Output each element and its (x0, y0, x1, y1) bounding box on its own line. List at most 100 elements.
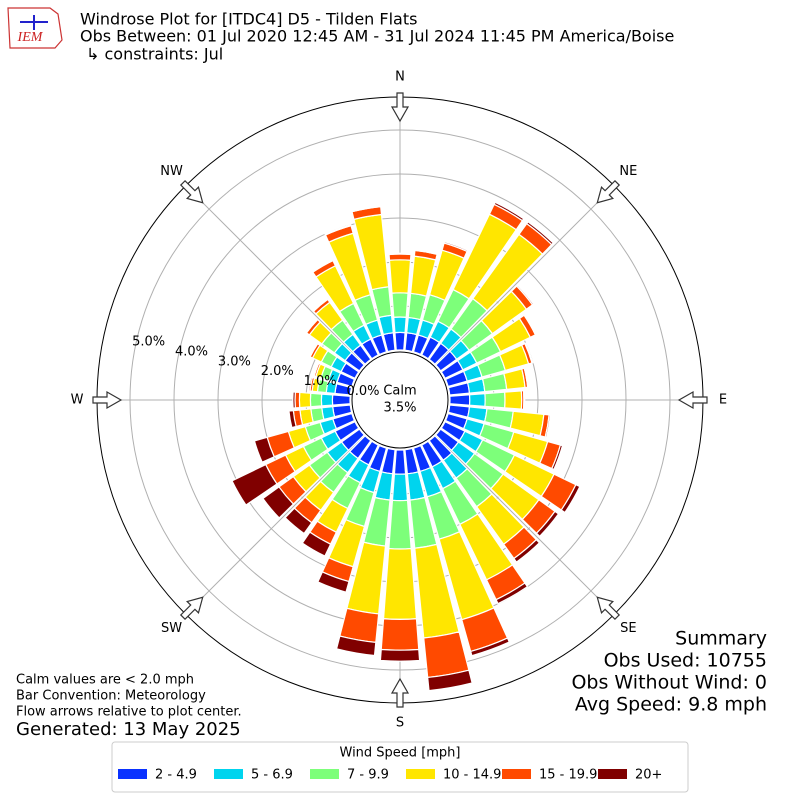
grid-ring (129, 129, 671, 671)
r-tick-label: 1.0% (304, 374, 337, 389)
summary-line: Avg Speed: 9.8 mph (575, 694, 767, 716)
bar-segment (388, 253, 412, 261)
bar-segment (380, 618, 420, 651)
r-tick-label: 0.0% (346, 384, 379, 399)
summary: Summary Obs Used: 10755 Obs Without Wind… (571, 628, 767, 716)
bar-segment (320, 393, 334, 407)
bar-segment (393, 316, 407, 334)
bar-segment (495, 582, 529, 605)
legend: Wind Speed [mph] 2 - 4.9 5 - 6.9 7 - 9.9 10… (111, 741, 689, 793)
spoke (435, 185, 615, 365)
flow-arrow-shape (92, 390, 123, 410)
bar-segment (484, 391, 506, 409)
bar-segment (292, 391, 296, 409)
legend-swatch (598, 769, 627, 779)
bar-segment (504, 390, 523, 410)
flow-arrow-shape (179, 179, 204, 204)
bar-segment (324, 224, 352, 236)
legend-label: 10 - 14.9 (443, 768, 501, 783)
bar-segment (515, 284, 535, 306)
spoke (185, 435, 365, 615)
flow-arrow-shape (677, 390, 708, 410)
legend-label: 5 - 6.9 (251, 768, 293, 783)
bar-segment (414, 248, 439, 256)
bar-segment (535, 510, 560, 538)
compass-label: SW (161, 621, 182, 636)
flow-arrow (179, 596, 204, 621)
calm-value: 3.5% (383, 401, 416, 416)
bar-segment (423, 631, 470, 679)
bar-segment (382, 547, 418, 620)
flow-arrow (390, 92, 410, 123)
bar-segment (304, 318, 319, 334)
legend-swatch (310, 769, 339, 779)
note: Flow arrows relative to plot center. (16, 705, 242, 720)
bar-segment (523, 313, 538, 336)
bar-segment (284, 507, 313, 535)
compass-label: S (396, 716, 404, 731)
legend-frame (111, 741, 689, 793)
r-tick-label: 3.0% (218, 354, 251, 369)
legend-swatch (406, 769, 435, 779)
bar-segment (301, 531, 332, 557)
bar-segment (493, 201, 525, 222)
flow-arrow (390, 677, 410, 708)
bar-segment (253, 436, 276, 464)
summary-line: Obs Without Wind: 0 (571, 672, 767, 694)
bar-segment (262, 486, 295, 519)
legend-title: Wind Speed [mph] (340, 746, 461, 761)
note: Bar Convention: Meteorology (16, 689, 206, 704)
flow-arrow-shape (390, 92, 410, 123)
flow-arrow (92, 390, 123, 410)
logo: IEM (7, 7, 63, 49)
flow-arrow-shape (596, 179, 621, 204)
bar-segment (469, 637, 511, 657)
bar-segment (313, 362, 320, 377)
bar-segment (379, 648, 421, 662)
calm-circle (351, 351, 449, 449)
bar-segment (298, 391, 312, 409)
bar-segment (544, 414, 552, 439)
bar-segment (406, 316, 422, 336)
bar-segment (231, 463, 278, 506)
legend-label: 7 - 9.9 (347, 768, 389, 783)
flow-arrow (596, 179, 621, 204)
legend-swatch (502, 769, 531, 779)
chart-subtitle: ↳ constraints: Jul (86, 45, 223, 64)
compass-label: NW (160, 164, 183, 179)
chart-title: Windrose Plot for [ITDC4] D5 - Tilden Fl… (80, 10, 417, 29)
bar-segment (388, 259, 412, 294)
compass-label: NE (619, 164, 637, 179)
summary-line: Summary (675, 628, 767, 650)
legend-label: 2 - 4.9 (155, 768, 197, 783)
flow-arrow-shape (390, 677, 410, 708)
bar-segment (449, 394, 471, 406)
compass-label: SE (620, 621, 636, 636)
r-tick-label: 2.0% (261, 364, 294, 379)
bar-segment (288, 409, 297, 429)
bar-segment (524, 342, 534, 364)
spoke (435, 435, 615, 615)
bar-segment (443, 240, 469, 253)
legend-swatch (214, 769, 243, 779)
legend-label: 15 - 19.9 (539, 768, 597, 783)
bar-segment (308, 342, 319, 358)
note: Calm values are < 2.0 mph (16, 673, 194, 688)
bar-segment (307, 376, 314, 392)
calm-label: Calm (383, 384, 416, 399)
bar-segment (503, 368, 526, 391)
bar-segment (466, 378, 486, 394)
bar-segment (560, 483, 581, 514)
bar-segment (388, 499, 412, 550)
notes: Calm values are < 2.0 mph Bar Convention… (16, 673, 242, 741)
bar-segment (391, 473, 409, 502)
chart-subtitle: Obs Between: 01 Jul 2020 12:45 AM - 31 J… (80, 27, 674, 46)
compass-label: W (71, 393, 84, 408)
bar-segment (393, 449, 407, 475)
flow-arrow (596, 596, 621, 621)
bar-segment (513, 538, 541, 563)
bar-segment (309, 392, 323, 408)
bar-segment (317, 571, 350, 593)
bar-segment (391, 292, 409, 318)
